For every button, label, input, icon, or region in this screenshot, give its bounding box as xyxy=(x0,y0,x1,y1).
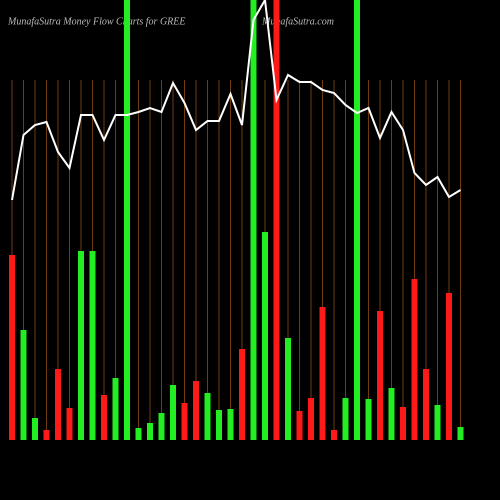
bar xyxy=(193,381,199,440)
bar xyxy=(411,279,418,440)
bar xyxy=(457,427,464,440)
bar xyxy=(66,408,73,440)
bar xyxy=(32,418,38,440)
bar xyxy=(377,311,383,440)
bar xyxy=(285,338,291,440)
bar xyxy=(308,398,314,440)
price-line xyxy=(11,0,462,201)
bar xyxy=(101,395,107,440)
chart-subtitle: MunafaSutra.com xyxy=(261,16,334,27)
bar xyxy=(331,430,337,440)
bar xyxy=(55,369,61,440)
bar xyxy=(135,428,142,440)
bar xyxy=(319,307,326,440)
bar xyxy=(43,430,50,440)
bar xyxy=(9,255,15,440)
bar xyxy=(434,405,441,440)
bar xyxy=(112,378,119,440)
bar xyxy=(147,423,153,440)
bar xyxy=(158,413,165,440)
bar xyxy=(400,407,406,440)
bar xyxy=(365,399,372,440)
bar xyxy=(181,403,188,440)
bar xyxy=(239,349,245,440)
bar xyxy=(388,388,395,440)
bar xyxy=(216,410,222,440)
bar xyxy=(262,232,268,440)
bar xyxy=(78,251,84,440)
bar xyxy=(124,0,130,440)
bar xyxy=(446,293,452,440)
bar xyxy=(423,369,429,440)
bar xyxy=(342,398,349,440)
bar xyxy=(20,330,27,440)
bar xyxy=(227,409,234,440)
bar xyxy=(354,0,360,440)
bar xyxy=(204,393,211,440)
bar xyxy=(250,0,257,440)
bar xyxy=(89,251,96,440)
chart-title: MunafaSutra Money Flow Charts for GREE xyxy=(7,16,186,27)
bar xyxy=(296,411,303,440)
bar xyxy=(170,385,176,440)
bar xyxy=(273,0,280,440)
